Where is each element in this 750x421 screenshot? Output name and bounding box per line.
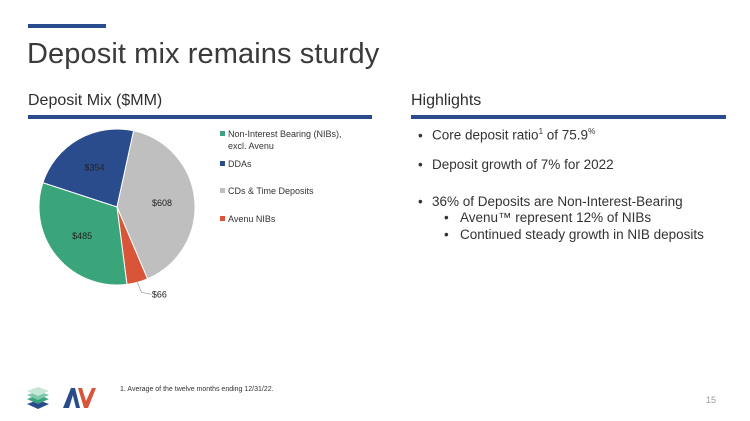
legend-swatch-ddas (220, 161, 225, 166)
legend-label-nibs-line2: excl. Avenu (228, 141, 274, 151)
highlight-text: Deposit growth of 7% for 2022 (432, 157, 614, 172)
label-cds: $608 (152, 198, 172, 208)
highlight-nib-growth: • Continued steady growth in NIB deposits (444, 227, 704, 242)
legend-label-avenu: Avenu NIBs (228, 214, 276, 224)
label-avenu: $66 (152, 289, 167, 299)
highlight-subtext: Avenu™ represent 12% of NIBs (460, 210, 652, 225)
label-ddas: $354 (85, 163, 105, 173)
legend-item-ddas: DDAs (220, 158, 252, 170)
page-number: 15 (706, 395, 717, 405)
legend-label-cds: CDs & Time Deposits (228, 186, 314, 196)
highlight-text-value: of 75.9 (543, 127, 589, 143)
legend-label-nibs-line1: Non-Interest Bearing (NIBs), (228, 129, 342, 139)
footnote: 1. Average of the twelve months ending 1… (120, 386, 274, 393)
legend-item-avenu: Avenu NIBs (220, 213, 275, 225)
leader-line-avenu (137, 282, 152, 295)
bullet-glyph: • (418, 194, 423, 209)
highlight-text: Core deposit ratio (432, 127, 539, 143)
highlights-heading-rule (411, 115, 726, 119)
percent-superscript: % (588, 127, 596, 136)
legend-item-nibs: Non-Interest Bearing (NIBs), excl. Avenu (220, 128, 342, 152)
slice-nibs (38, 182, 128, 286)
footnote-marker: 1 (538, 127, 544, 136)
highlight-text: 36% of Deposits are Non-Interest-Bearing (432, 194, 683, 209)
highlight-core-deposit-ratio: • Core deposit ratio1 of 75.9% (418, 127, 595, 143)
legend-swatch-avenu (220, 216, 225, 221)
highlight-avenu-share: • Avenu™ represent 12% of NIBs (444, 210, 651, 225)
highlight-deposit-growth: • Deposit growth of 7% for 2022 (418, 157, 614, 172)
chart-heading-rule (28, 115, 372, 119)
highlight-nib-share: • 36% of Deposits are Non-Interest-Bearin… (418, 194, 683, 209)
label-nibs: $485 (72, 231, 92, 241)
bullet-glyph: • (418, 157, 423, 172)
av-logo-icon (63, 388, 96, 408)
legend-swatch-nibs (220, 131, 225, 136)
slice-ddas (42, 128, 135, 208)
bullet-glyph: • (444, 227, 449, 242)
bullet-glyph: • (444, 210, 449, 225)
highlights-heading: Highlights (411, 92, 482, 109)
bullet-glyph: • (418, 127, 423, 143)
layers-logo-icon (27, 387, 49, 409)
chart-heading: Deposit Mix ($MM) (28, 92, 163, 109)
deposit-mix-pie-chart: $354 $608 $66 $485 (38, 128, 196, 299)
title-accent-bar (28, 24, 106, 28)
legend-item-cds: CDs & Time Deposits (220, 185, 314, 197)
legend-swatch-cds (220, 188, 225, 193)
legend-label-ddas: DDAs (228, 159, 252, 169)
page-title: Deposit mix remains sturdy (27, 38, 380, 70)
slice-cds (116, 130, 196, 280)
highlight-subtext: Continued steady growth in NIB deposits (460, 227, 704, 242)
